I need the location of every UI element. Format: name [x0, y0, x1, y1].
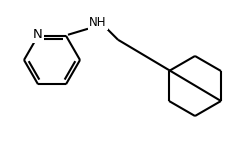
Text: NH: NH — [89, 16, 107, 29]
Text: N: N — [33, 28, 43, 41]
